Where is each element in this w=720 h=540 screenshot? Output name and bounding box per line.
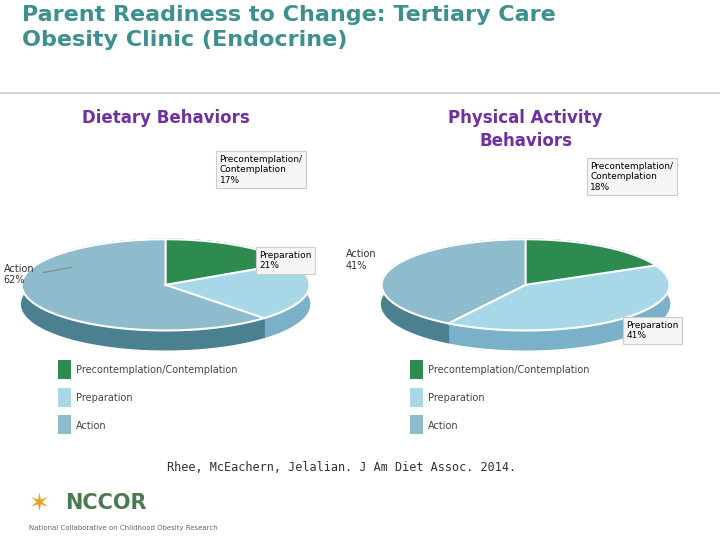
Text: National Collaborative on Childhood Obesity Research: National Collaborative on Childhood Obes… bbox=[29, 524, 217, 530]
Text: Physical Activity
Behaviors: Physical Activity Behaviors bbox=[449, 109, 603, 150]
Text: Precontemplation/
Contemplation
17%: Precontemplation/ Contemplation 17% bbox=[220, 155, 302, 185]
Text: Parent Readiness to Change: Tertiary Care
Obesity Clinic (Endocrine): Parent Readiness to Change: Tertiary Car… bbox=[22, 5, 555, 50]
Polygon shape bbox=[449, 266, 670, 350]
Text: Preparation: Preparation bbox=[428, 393, 485, 403]
Polygon shape bbox=[166, 239, 292, 285]
Polygon shape bbox=[382, 239, 526, 343]
Text: Preparation
21%: Preparation 21% bbox=[259, 251, 312, 270]
Text: Precontemplation/Contemplation: Precontemplation/Contemplation bbox=[428, 365, 590, 375]
Polygon shape bbox=[166, 239, 292, 282]
Bar bbox=[410, 360, 423, 379]
Text: Precontemplation/
Contemplation
18%: Precontemplation/ Contemplation 18% bbox=[590, 162, 673, 192]
Text: NCCOR: NCCOR bbox=[65, 493, 146, 513]
Text: Preparation: Preparation bbox=[76, 393, 132, 403]
Text: Action
41%: Action 41% bbox=[346, 249, 377, 271]
Text: SESSION 5:
COLLABORATIVE
LEARNING
PROJECT: SESSION 5: COLLABORATIVE LEARNING PROJEC… bbox=[582, 444, 678, 501]
Bar bbox=[58, 360, 71, 379]
Polygon shape bbox=[449, 266, 670, 330]
Bar bbox=[58, 388, 71, 407]
Polygon shape bbox=[166, 263, 310, 318]
Text: Preparation
41%: Preparation 41% bbox=[626, 321, 679, 340]
Text: Dietary Behaviors: Dietary Behaviors bbox=[82, 109, 249, 127]
Polygon shape bbox=[526, 239, 656, 285]
Polygon shape bbox=[382, 239, 526, 323]
Polygon shape bbox=[22, 239, 264, 330]
Polygon shape bbox=[264, 263, 310, 338]
Polygon shape bbox=[526, 239, 656, 285]
Text: Action: Action bbox=[428, 421, 459, 430]
Bar bbox=[410, 415, 423, 434]
Polygon shape bbox=[22, 239, 264, 350]
Text: Rhee, McEachern, Jelalian. J Am Diet Assoc. 2014.: Rhee, McEachern, Jelalian. J Am Diet Ass… bbox=[168, 461, 516, 474]
Text: Action
62%: Action 62% bbox=[4, 264, 35, 285]
Bar bbox=[410, 388, 423, 407]
Bar bbox=[58, 415, 71, 434]
Text: Precontemplation/Contemplation: Precontemplation/Contemplation bbox=[76, 365, 237, 375]
Text: Action: Action bbox=[76, 421, 107, 430]
Text: ✶: ✶ bbox=[29, 491, 50, 515]
